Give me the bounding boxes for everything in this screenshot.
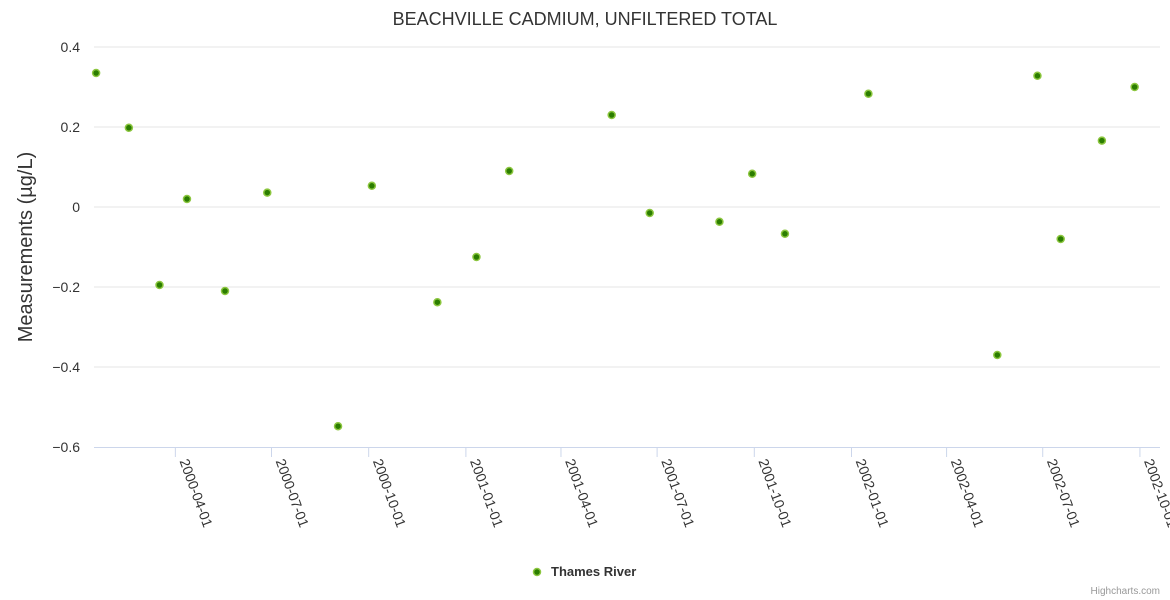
data-points [91,68,1139,431]
data-point[interactable] [155,280,164,290]
y-axis-ticks: 0.4 0.2 0 −0.2 −0.4 −0.6 [52,39,80,455]
legend-marker [532,567,542,577]
data-point[interactable] [715,217,724,227]
data-point[interactable] [864,89,873,99]
data-point[interactable] [780,229,790,239]
x-tick-label: 2001-10-01 [755,457,795,530]
x-tick-label: 2000-07-01 [273,457,313,530]
data-point[interactable] [1097,136,1107,145]
data-point[interactable] [1130,82,1139,92]
x-tick-label: 2001-07-01 [658,457,698,530]
data-point[interactable] [645,208,654,218]
data-point[interactable] [220,286,230,296]
data-point[interactable] [124,123,134,133]
x-axis-ticks: 2000-04-01 2000-07-01 2000-10-01 2001-01-01… [174,447,1170,530]
y-tick-label: −0.2 [52,279,80,295]
legend-label[interactable]: Thames River [551,564,636,579]
data-point[interactable] [182,194,192,204]
x-tick-label: 2001-04-01 [562,457,602,530]
x-tick-label: 2000-10-01 [370,457,410,530]
data-point[interactable] [607,110,616,120]
chart-title: BEACHVILLE CADMIUM, UNFILTERED TOTAL [393,9,778,29]
x-tick-label: 2002-01-01 [853,457,893,530]
y-tick-label: 0.4 [61,39,81,55]
x-tick-label: 2000-04-01 [177,457,217,530]
data-point[interactable] [433,297,442,307]
data-point[interactable] [747,169,757,179]
y-tick-label: −0.6 [52,439,80,455]
legend[interactable]: Thames River [532,564,637,579]
credits[interactable]: Highcharts.com [1091,586,1160,597]
y-axis-label: Measurements (µg/L) [15,152,37,342]
y-tick-label: 0.2 [61,119,81,135]
x-tick-label: 2001-01-01 [467,457,507,530]
data-point[interactable] [91,68,101,78]
data-point[interactable] [333,421,343,431]
x-tick-label: 2002-10-01 [1141,457,1170,530]
y-tick-label: 0 [72,199,80,215]
data-point[interactable] [472,252,481,262]
x-tick-label: 2002-07-01 [1044,457,1084,530]
data-point[interactable] [993,350,1002,360]
y-tick-label: −0.4 [52,359,80,375]
data-point[interactable] [1056,234,1065,244]
data-point[interactable] [367,181,377,191]
x-tick-label: 2002-04-01 [948,457,988,530]
data-point[interactable] [504,166,514,176]
data-point[interactable] [263,188,272,197]
grid-lines [94,46,1160,368]
data-point[interactable] [1033,71,1042,81]
